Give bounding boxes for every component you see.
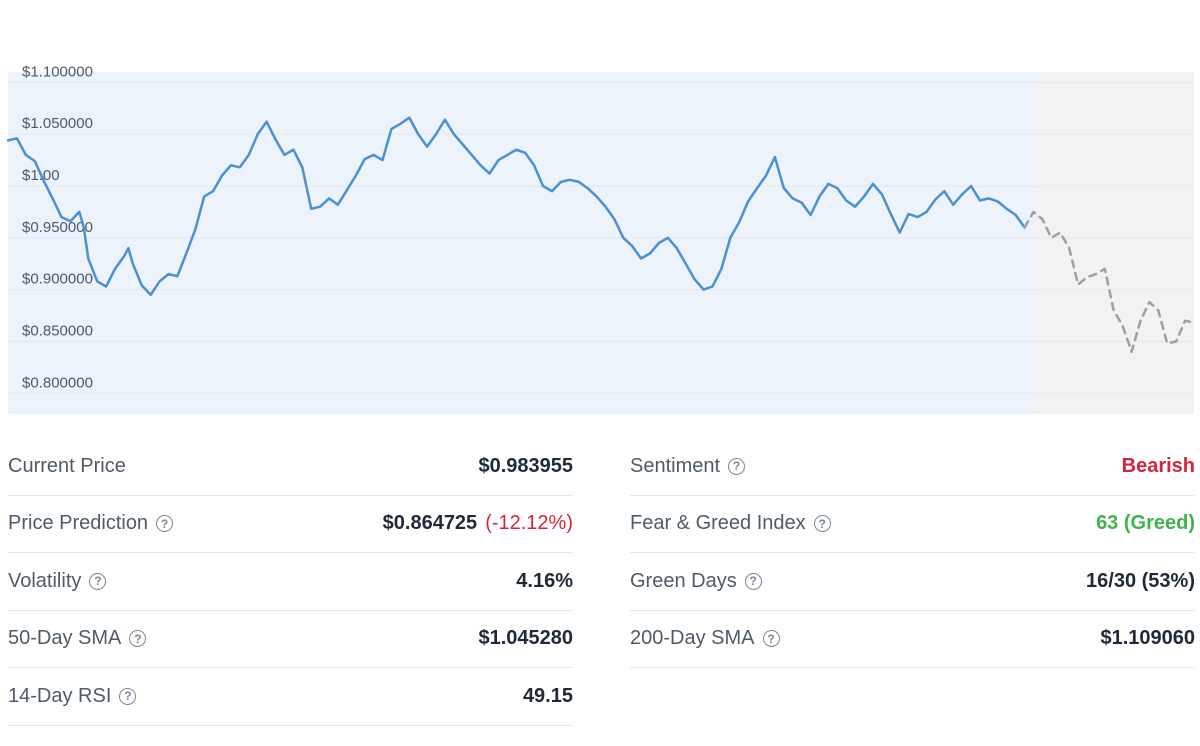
help-icon[interactable]: ?	[728, 457, 746, 475]
stat-label: 200-Day SMA?	[630, 627, 780, 650]
stat-value-text: $1.109060	[1100, 627, 1195, 650]
stat-row: 50-Day SMA? $1.045280	[8, 611, 573, 668]
stat-label: 14-Day RSI?	[8, 684, 137, 708]
stat-label-text: 50-Day SMA	[8, 627, 122, 650]
series-lines	[6, 116, 1196, 354]
stat-value: $0.983955	[478, 455, 573, 478]
help-icon[interactable]: ?	[119, 687, 137, 705]
stat-label-text: 14-Day RSI	[8, 684, 112, 707]
help-icon[interactable]: ?	[156, 515, 174, 533]
stat-value: $1.045280	[478, 627, 573, 650]
forecast-area-background	[1036, 72, 1194, 414]
stats-right-column: Sentiment? Bearish Fear & Greed Index? 63 (…	[630, 438, 1195, 668]
stat-value: 16/30 (53%)	[1086, 570, 1195, 593]
stat-value: 4.16%	[516, 570, 573, 593]
help-icon[interactable]: ?	[129, 630, 147, 648]
stat-row: Volatility? 4.16%	[8, 553, 573, 611]
stat-label: Current Price	[8, 455, 126, 478]
stat-value-text: 4.16%	[516, 569, 573, 592]
help-icon[interactable]: ?	[762, 630, 780, 648]
stat-row: 14-Day RSI? 49.15	[8, 668, 573, 726]
y-tick-label: $0.850000	[22, 322, 93, 339]
stat-label-text: Green Days	[630, 569, 737, 592]
help-icon[interactable]: ?	[744, 572, 762, 590]
price-chart: $1.100000$1.050000$1.00$0.950000$0.90000…	[6, 63, 1196, 414]
stat-label: Volatility?	[8, 569, 107, 593]
grid-lines	[8, 81, 1194, 394]
stat-value-text: 16/30 (53%)	[1086, 569, 1195, 592]
stat-row: Green Days? 16/30 (53%)	[630, 553, 1195, 611]
stat-label-text: 200-Day SMA	[630, 627, 755, 650]
stat-row: 200-Day SMA? $1.109060	[630, 611, 1195, 668]
stat-label: Green Days?	[630, 570, 762, 593]
stat-value: $1.109060	[1100, 627, 1195, 650]
stat-value: 49.15	[523, 685, 573, 708]
forecast-series-line	[1023, 210, 1196, 354]
y-tick-label: $1.100000	[22, 63, 93, 80]
stat-value: $0.864725 (-12.12%)	[383, 512, 573, 535]
stat-value-text: $0.864725	[382, 512, 478, 535]
stat-label-text: Fear & Greed Index	[630, 512, 806, 535]
stat-value-text: $0.983955	[478, 454, 573, 477]
help-icon[interactable]: ?	[89, 572, 107, 590]
stats-left-column: Current Price $0.983955 Price Prediction? $…	[8, 438, 573, 726]
stat-label-text: Price Prediction	[8, 512, 149, 535]
y-tick-label: $0.900000	[22, 271, 93, 288]
stat-row: Sentiment? Bearish	[630, 438, 1195, 496]
stat-label-text: Sentiment	[630, 454, 721, 477]
stat-change-percent: (-12.12%)	[485, 512, 573, 535]
stat-label: Sentiment?	[630, 454, 746, 478]
stat-value-text: $1.045280	[478, 627, 573, 650]
history-area-background	[8, 72, 1036, 414]
stat-label: Price Prediction?	[8, 512, 174, 535]
help-icon[interactable]: ?	[813, 515, 831, 533]
stat-value: Bearish	[1122, 455, 1195, 478]
stat-value: 63 (Greed)	[1096, 512, 1195, 535]
price-series-line	[6, 116, 1026, 297]
y-axis-tick-labels: $1.100000$1.050000$1.00$0.950000$0.90000…	[22, 63, 93, 391]
y-tick-label: $1.050000	[22, 115, 93, 132]
y-tick-label: $0.950000	[22, 219, 93, 236]
stat-value-text: 49.15	[522, 684, 573, 707]
stat-row: Price Prediction? $0.864725 (-12.12%)	[8, 496, 573, 553]
stat-label: Fear & Greed Index?	[630, 512, 831, 535]
stat-row: Fear & Greed Index? 63 (Greed)	[630, 496, 1195, 553]
stat-label-text: Current Price	[8, 454, 126, 477]
stat-value-text: 63 (Greed)	[1096, 512, 1195, 535]
stat-label: 50-Day SMA?	[8, 627, 147, 650]
y-tick-label: $0.800000	[22, 374, 93, 391]
stat-row: Current Price $0.983955	[8, 438, 573, 496]
stat-label-text: Volatility	[8, 569, 82, 592]
stat-value-text: Bearish	[1121, 454, 1195, 477]
